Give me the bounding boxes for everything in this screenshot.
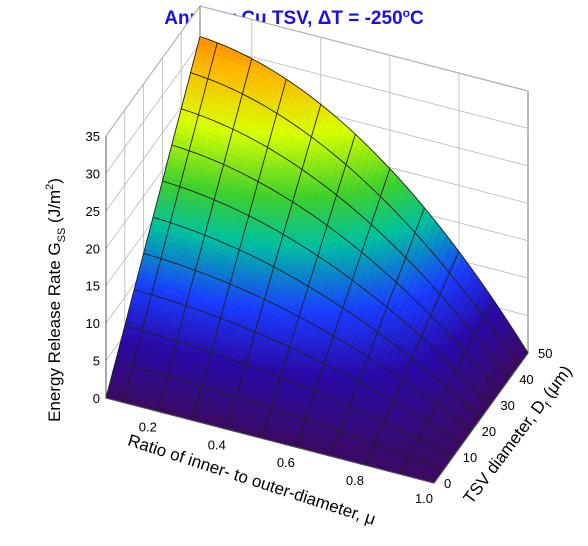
z-tick-label: 10 <box>86 316 100 331</box>
z-tick-label: 30 <box>86 166 100 181</box>
svg-text:Energy Release Rate GSS (J/m2): Energy Release Rate GSS (J/m2) <box>44 178 68 422</box>
z-gridline <box>105 5 529 137</box>
y-tick-label: 0 <box>444 476 451 491</box>
z-axis-label: Energy Release Rate GSS (J/m2) <box>44 178 68 422</box>
z-tick-label: 35 <box>86 129 100 144</box>
y-tick-label: 40 <box>519 372 533 387</box>
surface-mesh <box>105 36 529 484</box>
x-tick-label: 1.0 <box>415 491 433 506</box>
x-tick-label: 0.4 <box>208 437 226 452</box>
y-tick-label: 30 <box>500 398 514 413</box>
x-tick-label: 0.8 <box>346 473 364 488</box>
x-tick-label: 0.6 <box>277 455 295 470</box>
z-tick-label: 20 <box>86 241 100 256</box>
y-tick-label: 50 <box>538 346 552 361</box>
z-tick-label: 0 <box>93 391 100 406</box>
y-tick-label: 20 <box>482 424 496 439</box>
z-tick-label: 15 <box>86 279 100 294</box>
z-tick-label: 25 <box>86 204 100 219</box>
x-tick-label: 0.2 <box>139 419 157 434</box>
z-tick-label: 5 <box>93 354 100 369</box>
y-tick-label: 10 <box>463 450 477 465</box>
